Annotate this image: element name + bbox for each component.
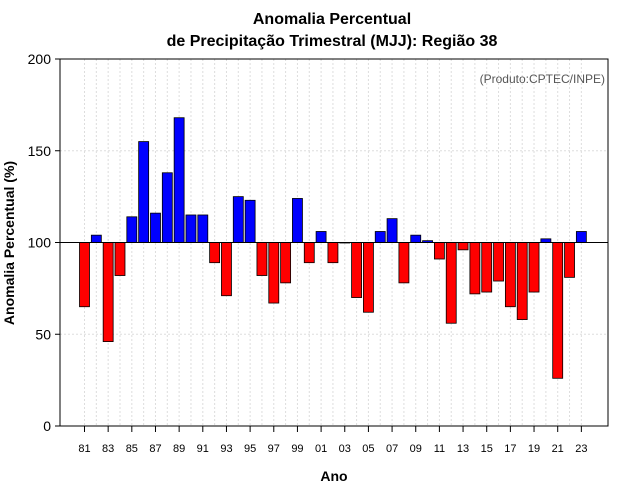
bar-1993 xyxy=(221,242,232,297)
bar-1981 xyxy=(79,242,90,308)
chart-title: Anomalia Percentual xyxy=(253,11,411,28)
x-tick-label: 91 xyxy=(197,443,209,455)
credit-label: (Produto:CPTEC/INPE) xyxy=(480,72,605,86)
bar-2022 xyxy=(564,242,575,278)
bar-2016 xyxy=(493,242,504,282)
x-tick-label: 17 xyxy=(504,443,516,455)
bar-2017 xyxy=(504,242,516,308)
x-tick-label: 03 xyxy=(339,443,351,455)
x-tick-label: 93 xyxy=(220,443,232,455)
x-tick-label: 23 xyxy=(575,443,587,455)
y-tick-label: 200 xyxy=(28,51,52,67)
x-tick-label: 99 xyxy=(291,443,303,455)
bar-2000 xyxy=(303,242,315,264)
bar-2004 xyxy=(351,242,362,298)
x-tick-label: 87 xyxy=(149,443,161,455)
bar-2007 xyxy=(386,218,398,243)
bar-2011 xyxy=(433,242,445,260)
bar-1997 xyxy=(268,242,280,304)
bar-1989 xyxy=(173,117,185,243)
x-tick-label: 81 xyxy=(78,443,90,455)
y-axis: 0 50 100 150 200 xyxy=(28,51,60,434)
bar-2021 xyxy=(552,242,564,379)
bar-2019 xyxy=(528,242,540,293)
chart-subtitle: de Precipitação Trimestral (MJJ): Região… xyxy=(167,33,498,50)
x-axis: 81 83 85 87 89 91 93 95 97 99 01 03 05 07 09 11 13 15 17 19… xyxy=(78,426,587,455)
bar-1984 xyxy=(114,242,126,276)
bar-1983 xyxy=(102,242,114,342)
y-tick-label: 100 xyxy=(28,235,52,251)
bar-1994 xyxy=(232,196,244,243)
x-tick-label: 05 xyxy=(362,443,374,455)
bar-2020 xyxy=(540,238,552,243)
x-tick-label: 09 xyxy=(410,443,422,455)
bar-1991 xyxy=(197,214,209,243)
bar-1985 xyxy=(126,216,138,243)
x-tick-label: 07 xyxy=(386,443,398,455)
y-tick-label: 0 xyxy=(43,418,51,434)
bar-1992 xyxy=(209,242,221,264)
bar-2006 xyxy=(374,231,386,243)
x-tick-label: 95 xyxy=(244,443,256,455)
bar-1995 xyxy=(244,199,256,243)
x-tick-label: 97 xyxy=(268,443,280,455)
bar-2013 xyxy=(457,242,469,251)
x-tick-label: 85 xyxy=(126,443,138,455)
bar-2001 xyxy=(315,231,327,243)
bar-2023 xyxy=(575,231,587,243)
x-tick-label: 21 xyxy=(552,443,564,455)
y-tick-label: 150 xyxy=(28,143,52,159)
bar-2012 xyxy=(445,242,457,324)
bar-2002 xyxy=(327,242,339,264)
bar-2005 xyxy=(363,242,374,313)
bar-2008 xyxy=(398,242,410,284)
x-tick-label: 83 xyxy=(102,443,114,455)
y-axis-label: Anomalia Percentual (%) xyxy=(1,161,17,325)
grid xyxy=(60,58,608,427)
bar-1996 xyxy=(256,242,268,276)
x-tick-label: 11 xyxy=(434,443,445,455)
x-tick-label: 89 xyxy=(173,443,185,455)
bar-1988 xyxy=(161,172,173,243)
bar-2018 xyxy=(516,242,528,320)
x-tick-label: 01 xyxy=(315,443,327,455)
bar-2009 xyxy=(410,234,422,243)
bar-1999 xyxy=(292,198,303,243)
bar-1986 xyxy=(138,141,150,243)
x-tick-label: 19 xyxy=(528,443,540,455)
bar-2014 xyxy=(469,242,481,295)
x-tick-label: 15 xyxy=(481,443,493,455)
bar-1982 xyxy=(90,234,102,243)
bar-1987 xyxy=(150,212,161,243)
bar-1998 xyxy=(280,242,292,284)
bar-2015 xyxy=(481,242,493,293)
bar-1990 xyxy=(185,214,197,243)
x-tick-label: 13 xyxy=(457,443,469,455)
x-axis-label: Ano xyxy=(320,468,347,484)
y-tick-label: 50 xyxy=(35,326,51,342)
